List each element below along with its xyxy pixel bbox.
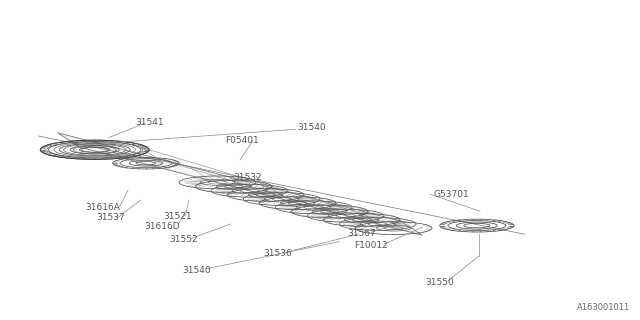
- Text: A163001011: A163001011: [577, 303, 630, 312]
- Text: 31616D: 31616D: [144, 222, 180, 231]
- Text: F10012: F10012: [354, 241, 388, 250]
- Text: 31537: 31537: [96, 213, 125, 222]
- Text: F05401: F05401: [225, 136, 259, 145]
- Text: 31552: 31552: [170, 235, 198, 244]
- Text: G53701: G53701: [433, 190, 469, 199]
- Text: 31540: 31540: [298, 124, 326, 132]
- Text: 31550: 31550: [426, 278, 454, 287]
- Text: 31532: 31532: [234, 173, 262, 182]
- Polygon shape: [58, 133, 422, 235]
- Text: 31540: 31540: [182, 266, 211, 275]
- Text: 31541: 31541: [136, 118, 164, 127]
- Text: 31521: 31521: [163, 212, 192, 221]
- Text: 31616A: 31616A: [85, 203, 120, 212]
- Text: 31536: 31536: [264, 249, 292, 258]
- Text: 31567: 31567: [348, 229, 376, 238]
